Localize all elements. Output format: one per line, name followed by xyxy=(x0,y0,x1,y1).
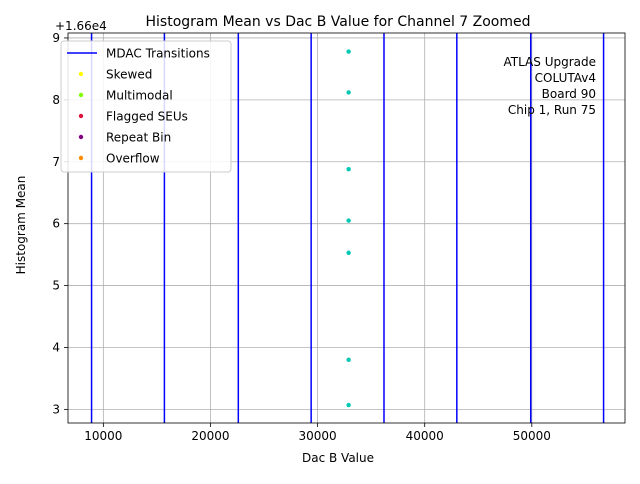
x-tick-label: 30000 xyxy=(298,429,336,443)
atlas-annotation: ATLAS Upgrade COLUTAv4 Board 90 Chip 1, … xyxy=(503,55,596,117)
legend-label: MDAC Transitions xyxy=(106,47,210,61)
legend-marker-swatch xyxy=(78,71,84,77)
y-axis-label: Histogram Mean xyxy=(14,176,28,275)
data-point xyxy=(346,402,351,408)
y-tick-label: 8 xyxy=(52,93,60,107)
legend-label: Multimodal xyxy=(106,89,173,103)
legend-label: Skewed xyxy=(106,68,152,82)
data-point xyxy=(346,166,351,172)
chart-title: Histogram Mean vs Dac B Value for Channe… xyxy=(146,14,531,30)
data-point xyxy=(346,49,351,54)
legend-box xyxy=(60,40,232,173)
y-tick-label: 7 xyxy=(52,155,60,169)
y-tick-label: 9 xyxy=(52,31,60,45)
annotation-line: COLUTAv4 xyxy=(535,71,596,85)
y-tick-label: 3 xyxy=(52,402,60,416)
data-point xyxy=(346,90,351,95)
annotation-line: ATLAS Upgrade xyxy=(503,55,596,69)
x-tick-label: 50000 xyxy=(513,429,551,443)
data-point xyxy=(346,357,351,363)
x-tick-label: 20000 xyxy=(191,429,229,443)
y-tick-label: 4 xyxy=(52,340,60,354)
legend-marker-swatch xyxy=(78,155,84,161)
y-tick-label: 5 xyxy=(52,279,60,293)
legend-marker-swatch xyxy=(78,113,84,119)
annotation-line: Chip 1, Run 75 xyxy=(508,103,596,117)
x-tick-label: 40000 xyxy=(406,429,444,443)
legend-marker-swatch xyxy=(78,134,84,140)
y-axis-offset-label: +1.66e4 xyxy=(55,19,107,33)
legend-label: Flagged SEUs xyxy=(106,110,188,124)
legend-marker-swatch xyxy=(78,92,84,98)
y-tick-label: 6 xyxy=(52,217,60,231)
x-tick-label: 10000 xyxy=(84,429,122,443)
legend-label: Overflow xyxy=(106,152,160,166)
x-axis-ticks: 10000 20000 30000 40000 50000 xyxy=(84,423,551,443)
data-point xyxy=(346,218,351,223)
annotation-line: Board 90 xyxy=(542,87,596,101)
x-axis-label: Dac B Value xyxy=(302,451,374,465)
data-point xyxy=(346,250,351,255)
plot-frame xyxy=(67,32,626,424)
data-points xyxy=(346,49,351,408)
legend: MDAC Transitions Skewed Multimodal Flagged … xyxy=(60,40,232,173)
legend-label: Repeat Bin xyxy=(106,131,171,145)
